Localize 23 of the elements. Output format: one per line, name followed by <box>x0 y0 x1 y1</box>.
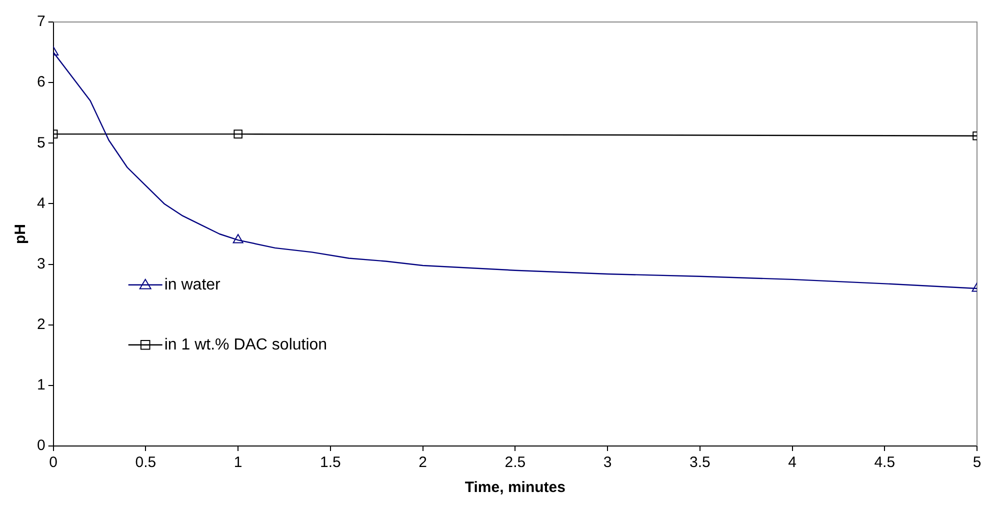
x-tick-label: 2 <box>418 454 427 472</box>
y-tick-label: 0 <box>37 437 46 454</box>
x-tick-label: 1 <box>234 454 242 472</box>
y-axis-title: pH <box>12 224 30 244</box>
y-tick-label: 3 <box>37 255 46 272</box>
x-tick-label: 2.5 <box>504 454 526 472</box>
y-tick-label: 6 <box>37 74 46 91</box>
legend-label: in 1 wt.% DAC solution <box>164 336 328 354</box>
y-tick-label: 4 <box>37 194 46 212</box>
y-tick-label: 1 <box>37 376 46 394</box>
x-tick-label: 0 <box>49 454 58 472</box>
y-tick-label: 7 <box>37 13 46 30</box>
x-tick-label: 1.5 <box>320 454 341 472</box>
x-tick-label: 3.5 <box>689 454 710 472</box>
legend-label: in water <box>164 276 222 294</box>
x-tick-label: 3 <box>603 454 612 472</box>
x-tick-label: 0.5 <box>135 454 156 472</box>
x-tick-label: 5 <box>972 454 982 472</box>
y-tick-label: 5 <box>37 134 46 152</box>
x-axis-title: Time, minutes <box>464 479 566 496</box>
x-tick-label: 4.5 <box>874 454 896 472</box>
x-tick-label: 4 <box>788 454 796 472</box>
y-tick-label: 2 <box>37 316 46 333</box>
